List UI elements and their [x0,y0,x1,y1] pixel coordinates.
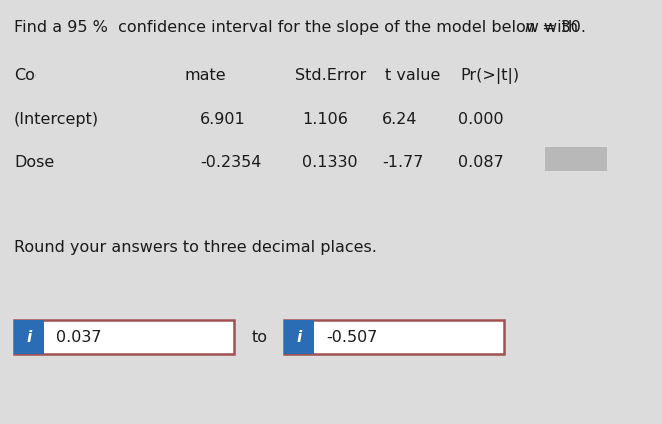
Text: Dose: Dose [14,155,54,170]
FancyBboxPatch shape [36,66,178,86]
Text: Round your answers to three decimal places.: Round your answers to three decimal plac… [14,240,377,255]
Text: Coe: Coe [14,68,45,83]
Text: fficients    Esti: fficients Esti [39,68,152,83]
Text: -0.2354: -0.2354 [200,155,261,170]
Text: mate: mate [185,68,226,83]
Text: (Intercept): (Intercept) [14,112,99,127]
Text: i: i [297,329,302,344]
Text: t value: t value [385,68,440,83]
Text: i: i [26,329,32,344]
FancyBboxPatch shape [284,320,314,354]
Text: 6.901: 6.901 [200,112,246,127]
Text: Std.Error: Std.Error [295,68,366,83]
Text: 1.106: 1.106 [302,112,348,127]
Text: $n$: $n$ [524,20,535,35]
Text: -1.77: -1.77 [382,155,424,170]
Text: 0.037: 0.037 [56,329,101,344]
Text: Pr(>|t|): Pr(>|t|) [460,68,519,84]
Text: 0.1330: 0.1330 [302,155,357,170]
Text: = 30.: = 30. [537,20,586,35]
Text: Find a 95 %  confidence interval for the slope of the model below with: Find a 95 % confidence interval for the … [14,20,583,35]
FancyBboxPatch shape [14,320,234,354]
FancyBboxPatch shape [284,320,504,354]
Text: 0.087: 0.087 [458,155,504,170]
Text: 6.24: 6.24 [382,112,418,127]
FancyBboxPatch shape [14,320,44,354]
Text: -0.507: -0.507 [326,329,377,344]
Text: 0.000: 0.000 [458,112,504,127]
Text: to: to [252,329,268,344]
FancyBboxPatch shape [545,147,607,171]
